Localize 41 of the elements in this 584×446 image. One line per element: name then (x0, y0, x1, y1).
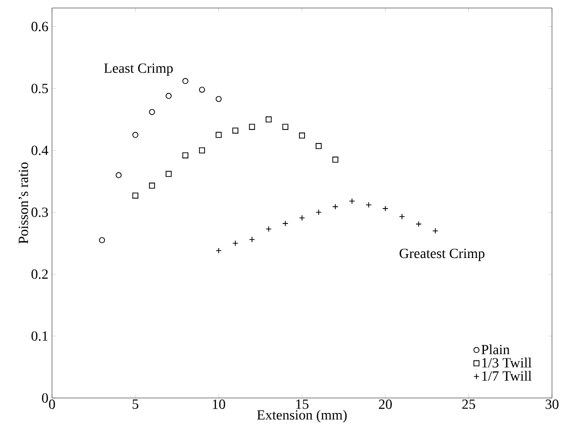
x-tick-label: 20 (378, 400, 392, 409)
point (232, 128, 238, 134)
y-tick-label: 0.6 (32, 22, 48, 32)
legend-label: 1/3 Twill (482, 358, 532, 368)
y-tick-label: 0.1 (32, 331, 48, 341)
point (149, 182, 156, 189)
point (316, 143, 322, 150)
point (149, 109, 156, 115)
point (199, 86, 205, 93)
legend-label: Plain (481, 344, 510, 354)
point (266, 116, 272, 122)
y-tick-label: 0.3 (32, 208, 48, 218)
annotation: Greatest Crimp (400, 248, 484, 261)
legend-label: 1/7 Twill (482, 370, 532, 381)
x-tick-label: 30 (546, 400, 558, 409)
point (299, 132, 305, 139)
x-tick-label: 0 (49, 400, 55, 409)
point (132, 192, 138, 199)
point (216, 96, 222, 102)
point (216, 132, 222, 138)
x-axis-title: Extension (mm) (257, 410, 347, 423)
point (249, 124, 255, 130)
annotation: Least Crimp (104, 63, 173, 76)
x-tick-label: 10 (212, 400, 226, 409)
point (332, 156, 338, 163)
point (166, 92, 172, 99)
y-tick-label: 0.2 (32, 269, 48, 279)
point (116, 172, 122, 178)
point (282, 124, 288, 130)
point (99, 237, 105, 244)
point (199, 147, 205, 154)
x-tick-label: 25 (462, 400, 476, 409)
point (182, 78, 188, 84)
point (182, 152, 188, 158)
y-axis-title: Poisson’s ratio (18, 162, 28, 244)
point (132, 132, 138, 138)
y-tick-label: 0.4 (32, 146, 48, 156)
x-tick-label: 15 (296, 400, 308, 409)
y-tick-label: 0.5 (32, 84, 48, 94)
point (166, 170, 172, 177)
x-tick-label: 5 (132, 400, 138, 409)
